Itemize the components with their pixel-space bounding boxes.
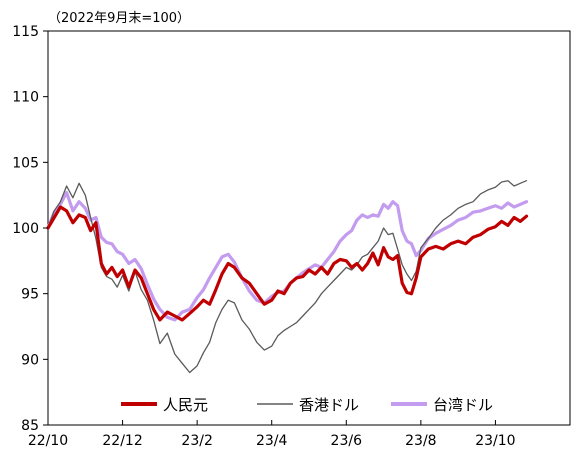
y-tick-label: 90 xyxy=(21,352,39,368)
x-tick-label: 23/4 xyxy=(256,433,288,449)
series-line xyxy=(47,180,528,374)
y-tick-label: 100 xyxy=(12,221,39,237)
legend: 人民元 香港ドル 台湾ドル xyxy=(121,396,493,414)
x-tick-label: 23/10 xyxy=(475,433,515,449)
legend-label: 香港ドル xyxy=(299,396,359,414)
series-line xyxy=(46,205,529,322)
y-tick-label: 95 xyxy=(21,287,39,303)
x-tick-label: 22/12 xyxy=(102,433,142,449)
x-tick-label: 23/6 xyxy=(331,433,363,449)
x-tick-label: 23/2 xyxy=(181,433,212,449)
axes: 85 90 95 100 105 110 115 22/10 22/12 23/2 23/4 23/6… xyxy=(12,24,515,449)
chart-note: （2022年9月末=100） xyxy=(48,11,191,26)
y-tick-label: 110 xyxy=(12,90,39,106)
x-tick-label: 23/8 xyxy=(405,433,436,449)
x-tick-label: 22/10 xyxy=(28,433,68,449)
y-tick-label: 85 xyxy=(21,418,39,434)
legend-label: 人民元 xyxy=(163,396,208,414)
y-tick-label: 115 xyxy=(12,24,39,40)
series-layer xyxy=(46,180,529,374)
y-tick-label: 105 xyxy=(12,155,39,171)
legend-label: 台湾ドル xyxy=(433,396,493,414)
